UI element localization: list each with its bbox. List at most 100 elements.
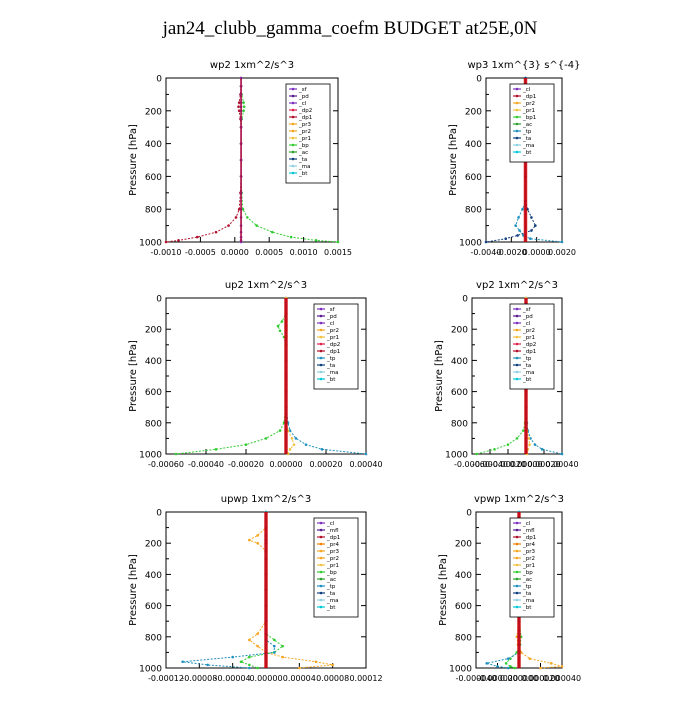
legend-label: _bp bbox=[326, 570, 337, 576]
legend-marker bbox=[319, 591, 323, 595]
legend-marker bbox=[515, 108, 519, 112]
series-point-bp bbox=[256, 666, 259, 670]
legend-label: _dp1 bbox=[522, 535, 536, 541]
legend-label: _bt bbox=[522, 377, 532, 383]
series-point-bp bbox=[289, 235, 293, 239]
series-point-tp bbox=[273, 651, 276, 654]
y-tick-label: 1000 bbox=[445, 451, 468, 461]
legend-marker bbox=[291, 108, 295, 112]
y-tick-label: 600 bbox=[451, 388, 468, 398]
legend-marker bbox=[319, 598, 323, 602]
series-point-pr2 bbox=[314, 660, 318, 664]
y-tick-label: 800 bbox=[451, 419, 468, 429]
x-tick-label: -0.00060 bbox=[454, 460, 490, 469]
legend-box bbox=[509, 303, 555, 390]
chart-title: wp3 1xm^{3} s^{-4} bbox=[467, 60, 580, 71]
legend-label: _pd bbox=[326, 314, 337, 320]
series-point-tp bbox=[288, 429, 292, 432]
y-tick-label: 400 bbox=[145, 571, 162, 581]
legend-label: _bt bbox=[326, 377, 336, 383]
legend-marker bbox=[515, 314, 519, 318]
legend-marker bbox=[291, 101, 295, 105]
legend-marker bbox=[515, 335, 519, 339]
x-tick-label: 0.000020 bbox=[521, 674, 559, 683]
x-tick-label: 0.00000 bbox=[249, 674, 282, 683]
legend-label: _ta bbox=[522, 136, 531, 142]
series-point-bp bbox=[248, 663, 251, 667]
series-point-bp bbox=[242, 101, 245, 104]
y-tick-label: 1000 bbox=[139, 239, 162, 249]
x-tick-label: -0.00004 bbox=[215, 674, 251, 683]
legend-marker bbox=[515, 528, 519, 532]
x-tick-label: -0.00020 bbox=[490, 460, 526, 469]
y-tick-label: 1000 bbox=[139, 451, 162, 461]
legend-marker bbox=[515, 150, 519, 154]
chart-panel-4: vp2 1xm^2/s^3 0 200 400 600 800 1000 Pressure [… bbox=[434, 280, 579, 469]
series-point-tp bbox=[485, 662, 489, 665]
series-line-tp bbox=[182, 512, 275, 669]
series-point-bp bbox=[276, 324, 280, 328]
series-point-pr2 bbox=[256, 632, 259, 635]
x-tick-label: 0.00008 bbox=[316, 674, 349, 683]
legend-label: _pd bbox=[298, 94, 309, 100]
series-point-pr2 bbox=[256, 541, 259, 545]
series-point-tp bbox=[506, 657, 510, 660]
y-tick-label: 800 bbox=[145, 419, 162, 429]
series-point-pr1 bbox=[528, 443, 531, 446]
series-point-bp bbox=[273, 638, 276, 642]
legend-marker bbox=[515, 563, 519, 567]
legend-label: _pr1 bbox=[522, 108, 535, 114]
x-tick-label: 0.000000 bbox=[500, 674, 538, 683]
series-point-pr1 bbox=[290, 437, 294, 440]
legend-marker bbox=[291, 157, 295, 161]
legend-label: _dp1 bbox=[326, 535, 340, 541]
y-tick-label: 800 bbox=[465, 206, 482, 216]
legend-label: _pr1 bbox=[522, 563, 535, 569]
legend-marker bbox=[319, 570, 323, 574]
x-tick-label: -0.00020 bbox=[228, 460, 264, 469]
series-point-tp bbox=[320, 448, 324, 451]
series-point-ta bbox=[516, 234, 519, 237]
y-tick-label: 600 bbox=[455, 602, 472, 612]
series-point-dp1 bbox=[237, 109, 241, 113]
series-point-dp1 bbox=[214, 230, 218, 234]
legend-marker bbox=[291, 87, 295, 91]
y-axis-label: Pressure [hPa] bbox=[448, 124, 459, 196]
y-tick-label: 400 bbox=[451, 357, 468, 367]
legend-label: _mfl bbox=[326, 528, 339, 534]
series-point-bp bbox=[515, 437, 519, 440]
y-tick-label: 200 bbox=[145, 326, 162, 336]
series-point-tp bbox=[533, 443, 537, 446]
chart-panel-6: vpwp 1xm^2/s^30 200 400 600 800 1000 Pressure … bbox=[438, 494, 581, 683]
legend-label: _pr2 bbox=[522, 101, 535, 107]
legend-marker bbox=[319, 528, 323, 532]
legend-label: _dp1 bbox=[522, 349, 536, 355]
legend-box bbox=[313, 303, 359, 390]
legend-marker bbox=[319, 535, 323, 539]
legend-marker bbox=[515, 370, 519, 374]
legend-marker bbox=[515, 598, 519, 602]
legend-marker bbox=[515, 521, 519, 525]
legend-marker bbox=[515, 591, 519, 595]
legend-label: _pd bbox=[522, 314, 533, 320]
series-point-bp bbox=[242, 109, 245, 113]
legend-label: _pr2 bbox=[522, 556, 535, 562]
series-point-ta bbox=[530, 229, 533, 232]
series-point-dp1 bbox=[237, 101, 241, 104]
legend-marker bbox=[515, 356, 519, 360]
series-point-bp bbox=[336, 240, 340, 244]
legend-marker bbox=[319, 328, 323, 332]
x-tick-label: 0.00020 bbox=[309, 460, 342, 469]
legend-label: _dp1 bbox=[522, 94, 536, 100]
x-tick-label: 0.0010 bbox=[290, 248, 318, 257]
series-point-bp bbox=[242, 105, 246, 108]
y-tick-label: 400 bbox=[145, 357, 162, 367]
y-tick-label: 0 bbox=[156, 295, 162, 305]
legend-marker bbox=[515, 535, 519, 539]
series-point-pr2 bbox=[560, 665, 564, 668]
legend-marker bbox=[319, 605, 323, 609]
y-tick-label: 600 bbox=[145, 388, 162, 398]
series-point-bp bbox=[239, 660, 243, 664]
x-tick-label: -0.00040 bbox=[472, 460, 508, 469]
